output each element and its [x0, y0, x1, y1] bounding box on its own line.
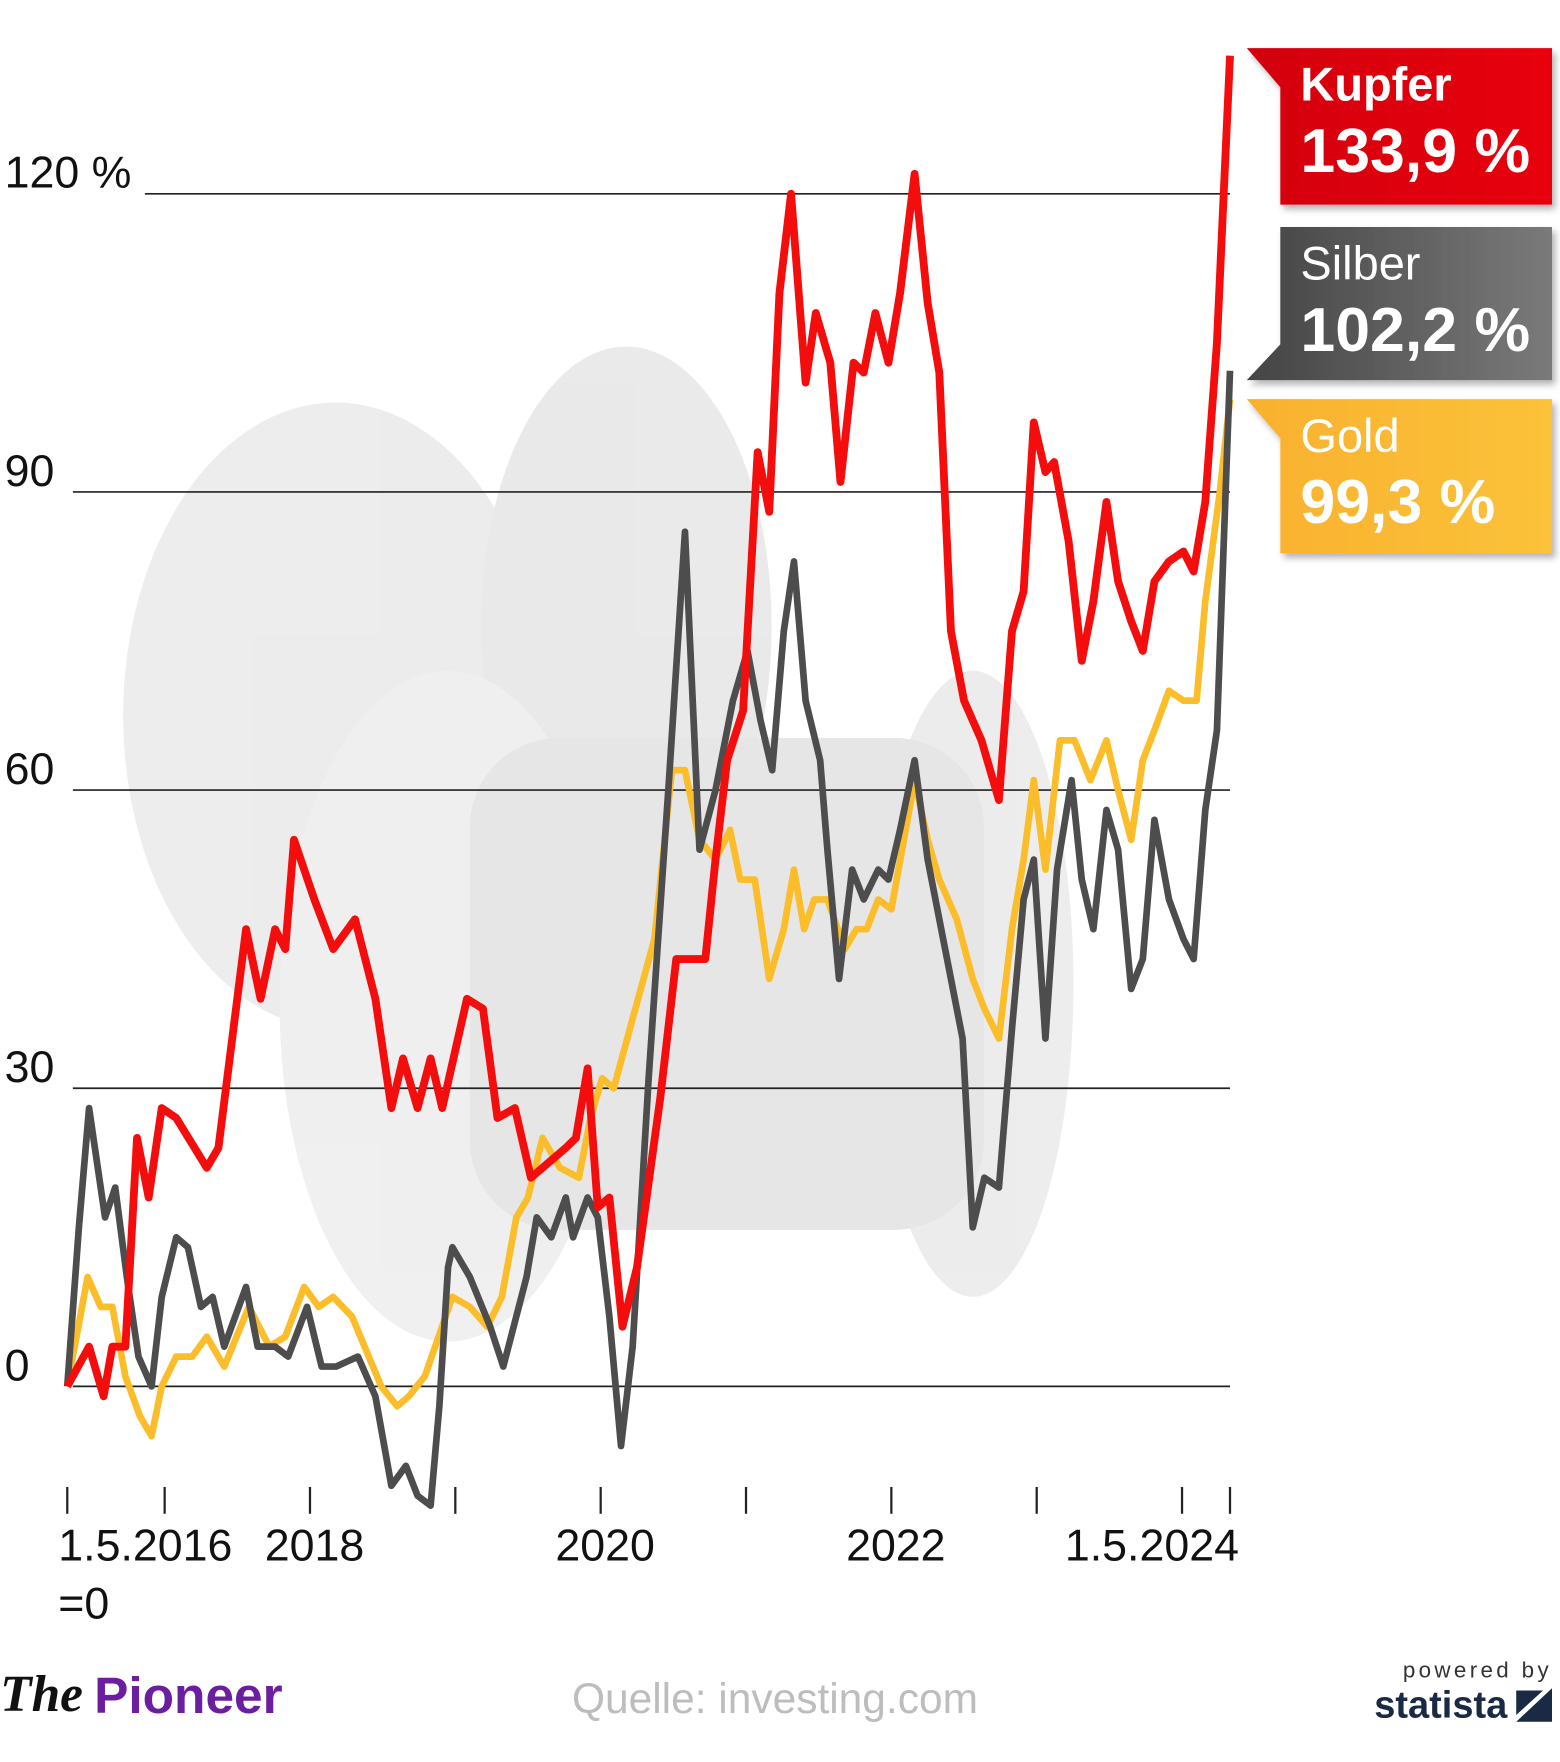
legend-box [1246, 226, 1552, 381]
x-tick-label: 1.5.2024 [1065, 1521, 1239, 1570]
x-tick-label: 2020 [555, 1521, 654, 1570]
brand-the: The [0, 1666, 83, 1723]
brand-pioneer: Pioneer [94, 1666, 283, 1724]
series-line [63, 370, 1234, 1509]
legend-box [1246, 48, 1552, 205]
powered-by: powered by [1403, 1657, 1552, 1682]
legend-value: 133,9 % [1300, 116, 1530, 186]
legend-name: Gold [1300, 409, 1399, 462]
x-tick-label: 2022 [846, 1521, 945, 1570]
legend-value: 102,2 % [1300, 295, 1530, 365]
legend-box [1246, 399, 1552, 554]
y-tick-label: 90 [5, 447, 55, 496]
y-tick-label: 120 % [5, 149, 132, 198]
footer: The Pioneer Quelle: investing.com powere… [0, 1657, 1552, 1726]
y-tick-label: 0 [5, 1341, 30, 1390]
legend-name: Silber [1300, 237, 1420, 290]
x-tick-label: 2018 [265, 1521, 364, 1570]
legend-name: Kupfer [1300, 58, 1451, 111]
legend-value: 99,3 % [1300, 467, 1495, 537]
series-line [63, 55, 1234, 1401]
statista: statista [1374, 1684, 1508, 1726]
source: Quelle: investing.com [572, 1676, 978, 1723]
y-tick-label: 60 [5, 745, 55, 794]
statista-icon [1516, 1688, 1552, 1722]
y-tick-label: 30 [5, 1043, 55, 1092]
x-tick-label: 1.5.2016 =0 [58, 1521, 232, 1628]
